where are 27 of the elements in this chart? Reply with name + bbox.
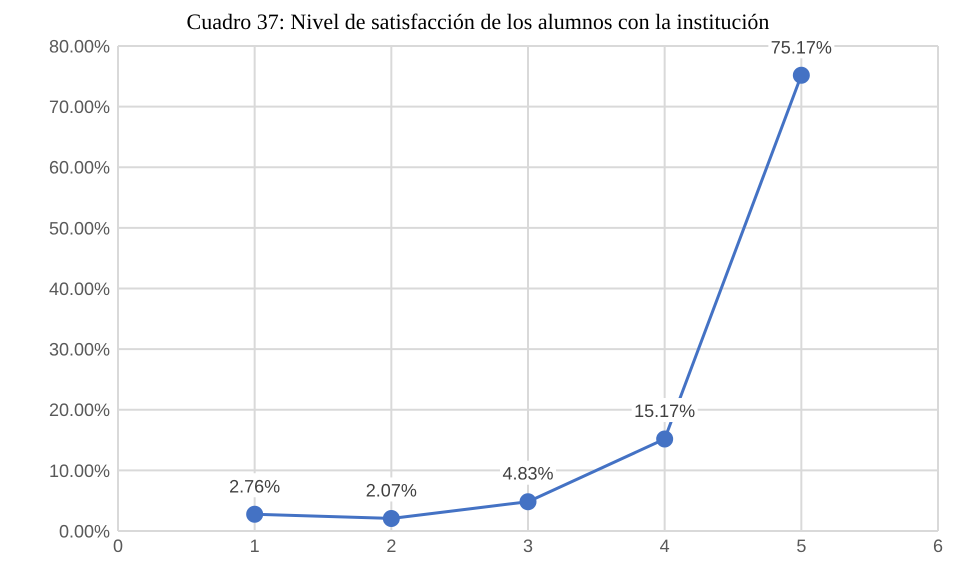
y-tick-label: 30.00% <box>48 340 110 360</box>
point <box>382 510 400 527</box>
point <box>792 66 810 84</box>
y-tick-label: 50.00% <box>48 218 110 238</box>
x-tick-label: 1 <box>250 536 260 556</box>
x-tick-label: 6 <box>932 536 944 556</box>
data-label: 75.17% <box>770 37 832 58</box>
data-label: 15.17% <box>634 401 696 422</box>
y-tick-label: 60.00% <box>48 158 110 178</box>
data-label: 2.07% <box>366 480 417 500</box>
x-tick-label: 0 <box>112 536 124 556</box>
y-tick-label: 80.00% <box>48 36 110 56</box>
y-tick-label: 10.00% <box>48 460 110 481</box>
data-label: 4.83% <box>502 464 554 484</box>
x-tick-label: 4 <box>660 536 670 556</box>
y-tick-label: 0.00% <box>58 521 110 542</box>
y-tick-label: 40.00% <box>48 278 110 299</box>
point <box>520 493 536 510</box>
x-tick-label: 2 <box>386 536 396 556</box>
y-tick-label: 20.00% <box>48 400 110 420</box>
chart-title: Cuadro 37: Nivel de satisfacción de los alumnos con la institución <box>186 8 770 36</box>
y-tick-label: 70.00% <box>48 97 110 118</box>
x-tick-label: 3 <box>522 536 534 556</box>
point <box>656 430 674 448</box>
x-tick-label: 5 <box>796 536 806 556</box>
data-label: 2.76% <box>229 476 280 496</box>
point <box>246 506 264 523</box>
